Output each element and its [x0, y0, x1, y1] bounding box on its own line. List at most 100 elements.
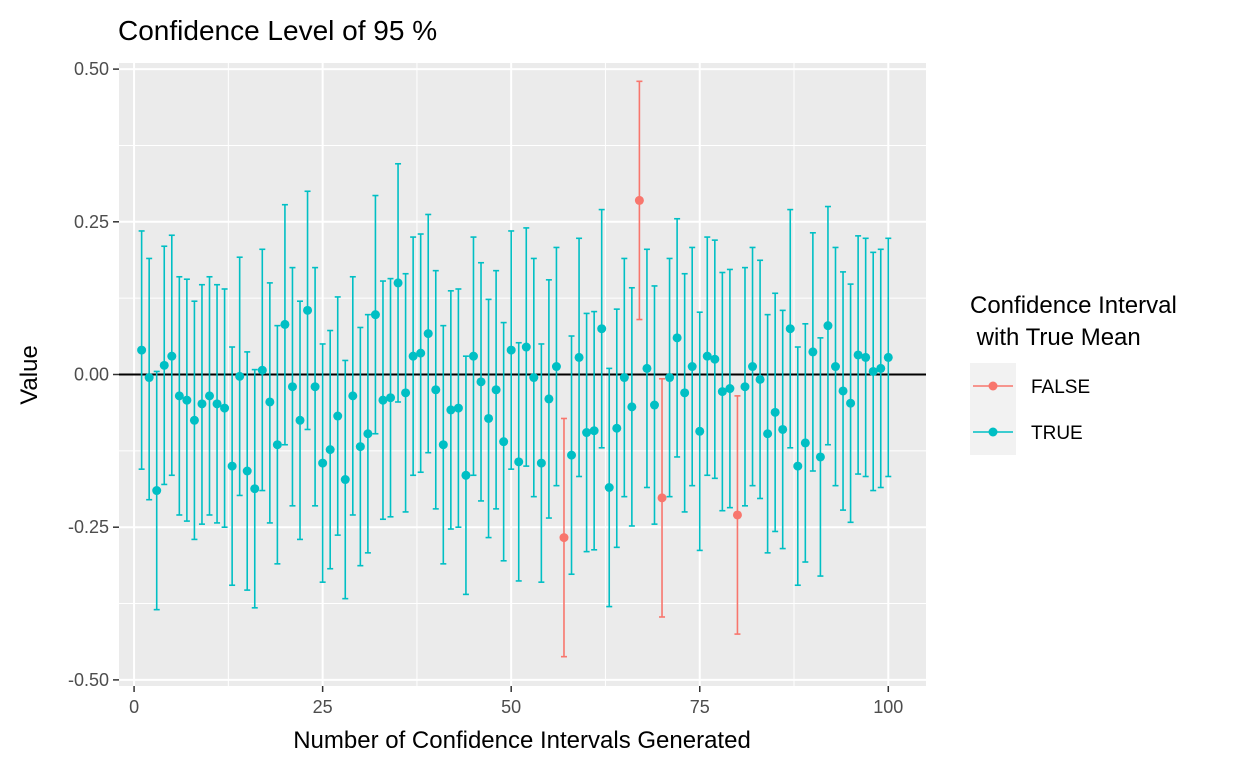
- mean-point: [220, 403, 230, 413]
- x-axis-title: Number of Confidence Intervals Generated: [293, 727, 751, 754]
- mean-point: [476, 377, 486, 387]
- mean-point: [438, 440, 448, 450]
- mean-point: [680, 388, 690, 398]
- y-axis-ticks: -0.50 -0.25 0.00 0.25 0.50: [68, 59, 119, 690]
- mean-point: [868, 366, 878, 376]
- y-tick-label: -0.50: [68, 670, 109, 690]
- mean-point: [627, 402, 637, 412]
- mean-point: [197, 399, 207, 409]
- mean-point: [604, 482, 614, 492]
- mean-point: [717, 387, 727, 397]
- mean-point: [423, 329, 433, 339]
- y-tick-label: -0.25: [68, 517, 109, 537]
- y-tick-label: 0.50: [74, 59, 109, 79]
- mean-point: [649, 400, 659, 410]
- mean-point: [152, 486, 162, 496]
- mean-point: [287, 382, 297, 392]
- mean-point: [431, 385, 441, 395]
- mean-point: [853, 350, 863, 360]
- mean-point: [393, 278, 403, 288]
- chart-title: Confidence Level of 95 %: [118, 15, 437, 46]
- x-tick-label: 25: [313, 697, 333, 717]
- legend-keys: FALSE TRUE: [970, 363, 1090, 455]
- mean-point: [235, 371, 245, 381]
- mean-point: [408, 351, 418, 361]
- mean-point: [725, 384, 735, 394]
- mean-point: [386, 393, 396, 403]
- mean-point: [325, 445, 335, 455]
- mean-point: [446, 405, 456, 415]
- mean-point: [144, 373, 154, 383]
- legend-title-line-1: Confidence Interval: [970, 292, 1177, 319]
- mean-point: [355, 442, 365, 452]
- mean-point: [303, 305, 313, 315]
- mean-point: [499, 437, 509, 447]
- mean-point: [265, 397, 275, 407]
- mean-point: [830, 362, 840, 372]
- mean-point: [582, 428, 592, 438]
- mean-point: [838, 386, 848, 396]
- mean-point: [800, 438, 810, 448]
- y-tick-label: 0.25: [74, 212, 109, 232]
- x-tick-label: 100: [873, 697, 903, 717]
- mean-point: [793, 461, 803, 471]
- x-tick-label: 0: [129, 697, 139, 717]
- mean-point: [861, 352, 871, 362]
- mean-point: [378, 395, 388, 405]
- mean-point: [468, 351, 478, 361]
- mean-point: [174, 391, 184, 401]
- mean-point: [461, 470, 471, 480]
- mean-point: [657, 493, 667, 503]
- mean-point: [755, 374, 765, 384]
- mean-point: [634, 195, 644, 205]
- mean-point: [672, 333, 682, 343]
- mean-point: [348, 391, 358, 401]
- mean-point: [484, 413, 494, 423]
- mean-point: [205, 391, 215, 401]
- mean-point: [295, 415, 305, 425]
- mean-point: [514, 457, 524, 467]
- legend-key-point: [988, 427, 998, 437]
- mean-point: [340, 475, 350, 485]
- mean-point: [778, 424, 788, 434]
- mean-point: [182, 395, 192, 405]
- mean-point: [710, 354, 720, 364]
- mean-point: [748, 362, 758, 372]
- mean-point: [732, 510, 742, 520]
- mean-point: [137, 345, 147, 355]
- mean-point: [242, 466, 252, 476]
- mean-point: [823, 321, 833, 331]
- mean-point: [257, 365, 267, 375]
- mean-point: [506, 345, 516, 355]
- mean-point: [559, 533, 569, 543]
- mean-point: [695, 426, 705, 436]
- mean-point: [763, 429, 773, 439]
- mean-point: [333, 411, 343, 421]
- mean-point: [574, 352, 584, 362]
- x-tick-label: 50: [501, 697, 521, 717]
- mean-point: [227, 461, 237, 471]
- mean-points: [137, 195, 893, 543]
- mean-point: [370, 310, 380, 320]
- mean-point: [453, 403, 463, 413]
- mean-point: [612, 423, 622, 433]
- legend-entry: TRUE: [970, 409, 1083, 455]
- legend-key-point: [988, 381, 998, 391]
- mean-point: [212, 399, 222, 409]
- legend-entry-label: FALSE: [1031, 377, 1090, 398]
- mean-point: [544, 394, 554, 404]
- mean-point: [687, 362, 697, 372]
- mean-point: [416, 348, 426, 358]
- mean-point: [401, 388, 411, 398]
- mean-point: [310, 382, 320, 392]
- y-axis-title: Value: [16, 345, 43, 405]
- mean-point: [808, 347, 818, 357]
- mean-point: [551, 362, 561, 372]
- mean-point: [189, 415, 199, 425]
- legend: Confidence Interval with True Mean FALSE…: [970, 292, 1177, 455]
- mean-point: [785, 324, 795, 334]
- legend-entry: FALSE: [970, 363, 1090, 409]
- mean-point: [536, 458, 546, 468]
- mean-point: [491, 385, 501, 395]
